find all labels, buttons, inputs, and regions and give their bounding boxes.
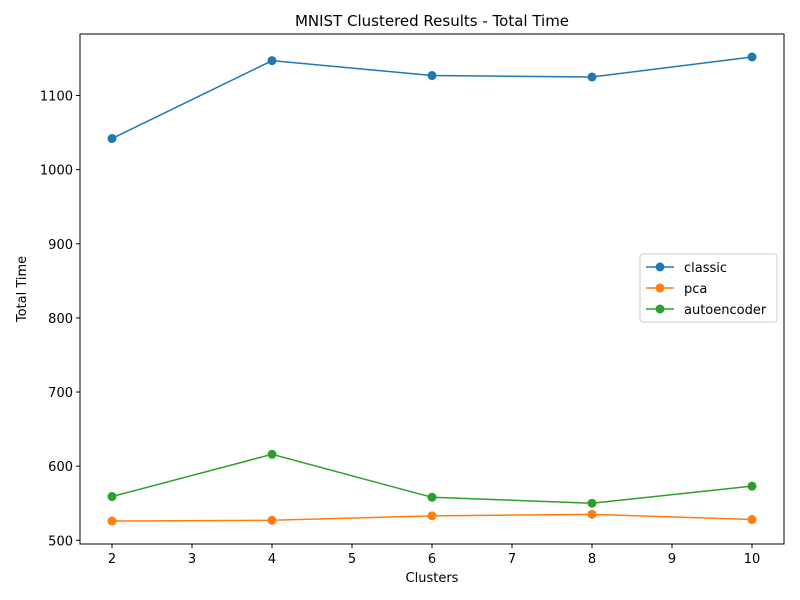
- legend-label-pca: pca: [684, 282, 707, 297]
- x-axis-title: Clusters: [406, 571, 459, 586]
- data-point-classic: [747, 52, 757, 62]
- legend-marker-pca: [655, 283, 665, 293]
- data-point-autoencoder: [747, 481, 757, 491]
- plot-frame: [79, 33, 785, 545]
- legend-box: [639, 253, 778, 323]
- y-tick-label: 600: [48, 460, 73, 475]
- x-tick-label: 4: [268, 552, 276, 567]
- y-tick-label: 900: [48, 238, 73, 253]
- x-tick-label: 10: [744, 552, 761, 567]
- data-point-classic: [587, 72, 597, 82]
- legend-label-classic: classic: [684, 261, 727, 276]
- data-point-pca: [107, 516, 117, 526]
- data-point-classic: [107, 134, 117, 144]
- y-tick-label: 500: [48, 534, 73, 549]
- y-tick-label: 1000: [40, 164, 73, 179]
- data-point-pca: [587, 509, 597, 519]
- x-tick-label: 5: [348, 552, 356, 567]
- data-point-autoencoder: [587, 498, 597, 508]
- y-tick-label: 700: [48, 386, 73, 401]
- x-axis-ticks: 2 3 4 5 6 7 8 9 10: [108, 544, 760, 567]
- legend-marker-autoencoder: [655, 304, 665, 314]
- legend-marker-classic: [655, 262, 665, 272]
- legend-label-autoencoder: autoencoder: [684, 303, 767, 318]
- x-tick-label: 6: [428, 552, 436, 567]
- data-point-pca: [427, 511, 437, 521]
- y-axis-title: Total Time: [15, 256, 30, 323]
- data-point-autoencoder: [267, 449, 277, 459]
- y-axis-ticks: 500 600 700 800 900 1000 1100: [40, 90, 80, 549]
- x-tick-label: 9: [668, 552, 676, 567]
- y-tick-label: 1100: [40, 90, 73, 105]
- data-point-pca: [747, 515, 757, 525]
- data-point-classic: [267, 56, 277, 66]
- legend: classic pca autoencoder: [639, 253, 778, 323]
- series-layer: [107, 52, 757, 526]
- x-tick-label: 2: [108, 552, 116, 567]
- data-point-pca: [267, 515, 277, 525]
- x-tick-label: 3: [188, 552, 196, 567]
- data-point-autoencoder: [427, 492, 437, 502]
- x-tick-label: 7: [508, 552, 516, 567]
- data-point-autoencoder: [107, 492, 117, 502]
- data-point-classic: [427, 71, 437, 81]
- y-tick-label: 800: [48, 312, 73, 327]
- x-tick-label: 8: [588, 552, 596, 567]
- chart-title: MNIST Clustered Results - Total Time: [295, 12, 569, 30]
